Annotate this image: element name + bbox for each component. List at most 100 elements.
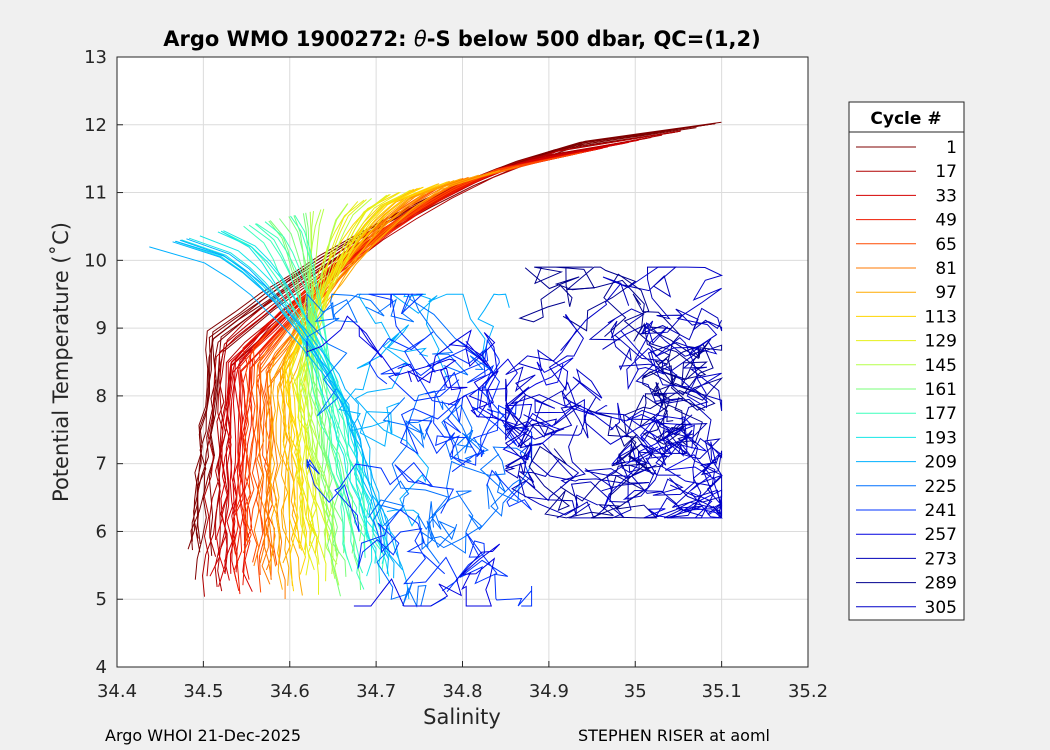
profile-line — [523, 402, 690, 466]
profile-line — [505, 314, 667, 445]
legend-title: Cycle # — [870, 109, 941, 129]
y-tick-label: 11 — [84, 183, 107, 204]
y-tick-label: 10 — [84, 250, 107, 271]
y-tick-label: 5 — [96, 589, 107, 610]
profile-line — [306, 292, 493, 417]
profile-line — [268, 220, 341, 597]
legend-label: 81 — [935, 259, 957, 279]
profile-line — [279, 174, 479, 564]
profile-line — [303, 201, 359, 565]
x-tick-label: 35 — [624, 681, 647, 702]
profile-line — [603, 273, 723, 387]
profile-line — [305, 203, 349, 559]
legend-label: 193 — [925, 428, 957, 448]
profile-line — [264, 171, 494, 571]
profile-line — [584, 445, 723, 519]
profile-line — [279, 218, 355, 554]
legend-label: 289 — [925, 574, 957, 594]
legend-box — [848, 101, 965, 621]
legend-label: 1 — [946, 138, 957, 158]
profile-line — [215, 139, 638, 541]
legend-entries: 1 17 33 49 65 81 97 113 129 145 161 177 193 209 225 241… — [856, 138, 957, 618]
profile-line — [446, 434, 533, 517]
profile-line — [299, 194, 388, 595]
footer-right: STEPHEN RISER at aoml — [578, 726, 770, 745]
y-tick-label: 13 — [84, 47, 107, 68]
profile-line — [421, 483, 499, 554]
profile-line — [283, 191, 400, 547]
profile-line — [242, 153, 578, 554]
y-tick-label: 6 — [96, 521, 107, 542]
profile-line — [281, 180, 450, 549]
profile-line — [655, 424, 723, 519]
legend-label: 33 — [935, 186, 957, 206]
profile-line — [181, 239, 373, 577]
x-tick-label: 34.7 — [356, 681, 396, 702]
profile-line — [235, 149, 597, 595]
profile-line — [622, 409, 699, 501]
profile-line — [407, 339, 533, 461]
profile-line — [518, 266, 637, 332]
profile-traces — [149, 121, 724, 608]
profile-line — [172, 241, 395, 579]
y-tick-label: 8 — [96, 386, 107, 407]
profile-line — [447, 329, 517, 426]
legend-label: 273 — [925, 549, 957, 569]
profile-line — [175, 240, 401, 567]
legend-label: 145 — [925, 356, 957, 376]
y-axis-ticks: 4 5 6 7 8 9 10 11 12 13 — [84, 47, 123, 678]
y-tick-label: 12 — [84, 115, 107, 136]
profile-line — [262, 165, 520, 580]
profile-line — [223, 230, 387, 564]
profile-line — [367, 480, 446, 608]
profile-line — [292, 194, 390, 576]
profile-line — [306, 459, 455, 533]
legend-label: 97 — [935, 283, 957, 303]
legend-label: 49 — [935, 211, 957, 231]
x-tick-label: 35.1 — [702, 681, 742, 702]
legend-label: 209 — [925, 453, 957, 473]
y-axis-label: Potential Temperature (˚C) — [49, 222, 73, 502]
legend-label: 305 — [925, 598, 957, 618]
legend-label: 17 — [935, 162, 957, 182]
legend-label: 65 — [935, 235, 957, 255]
legend: Cycle # 1 17 33 49 65 81 97 113 129 145 161 177 193 2… — [848, 101, 965, 621]
legend-label: 241 — [925, 501, 957, 521]
profile-line — [623, 374, 724, 445]
profile-line — [511, 458, 625, 519]
profile-line — [588, 308, 701, 405]
profile-line — [354, 324, 429, 527]
chart-title: Argo WMO 1900272: θ-S below 500 dbar, QC… — [163, 27, 760, 51]
x-axis-label: Salinity — [423, 705, 501, 729]
legend-label: 161 — [925, 380, 957, 400]
legend-label: 129 — [925, 332, 957, 352]
profile-line — [357, 509, 459, 592]
profile-line — [186, 238, 404, 571]
profile-line — [353, 543, 501, 607]
profile-line — [302, 213, 347, 577]
profile-line — [446, 532, 533, 607]
profile-line — [368, 293, 489, 395]
profile-line — [338, 293, 400, 447]
x-tick-label: 34.8 — [442, 681, 482, 702]
profile-line — [587, 397, 706, 472]
x-tick-label: 34.5 — [183, 681, 223, 702]
profile-line — [280, 187, 418, 586]
profile-line — [390, 293, 510, 380]
legend-label: 177 — [925, 404, 957, 424]
profile-line — [560, 266, 723, 391]
x-tick-label: 34.6 — [270, 681, 310, 702]
profile-line — [391, 415, 449, 564]
footer-left: Argo WHOI 21-Dec-2025 — [105, 726, 302, 745]
y-tick-label: 7 — [96, 454, 107, 475]
profile-line — [287, 186, 423, 546]
profile-line — [296, 189, 411, 571]
profile-line — [250, 161, 539, 576]
profile-line — [505, 357, 693, 447]
profile-line — [179, 239, 389, 575]
profile-line — [220, 230, 366, 552]
profile-line — [256, 223, 368, 541]
profile-line — [261, 176, 469, 585]
x-tick-label: 34.4 — [97, 681, 137, 702]
